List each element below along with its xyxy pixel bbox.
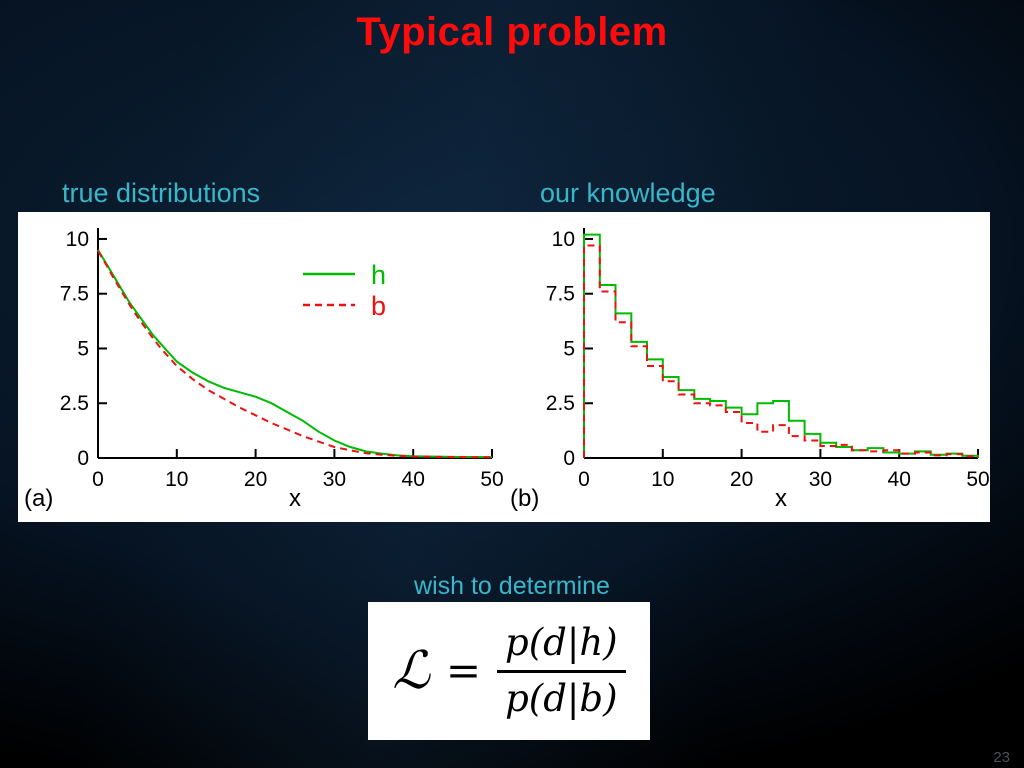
formula-denominator: p(d|b) xyxy=(505,676,618,720)
formula-fraction: p(d|h) p(d|b) xyxy=(497,621,626,720)
plot-a-true-distributions: 0 10 20 30 40 50 0 2.5 5 7.5 10 hb x (a) xyxy=(24,228,504,512)
svg-text:30: 30 xyxy=(809,468,832,491)
page-number: 23 xyxy=(993,749,1010,766)
label-true-distributions: true distributions xyxy=(62,178,261,208)
svg-text:10: 10 xyxy=(66,228,89,251)
svg-text:10: 10 xyxy=(165,468,188,491)
svg-text:h: h xyxy=(371,260,386,290)
svg-text:0: 0 xyxy=(77,447,89,470)
svg-text:30: 30 xyxy=(323,468,346,491)
formula-lhs: ℒ xyxy=(392,641,430,701)
svg-text:x: x xyxy=(289,485,301,512)
svg-text:0: 0 xyxy=(563,447,575,470)
svg-text:50: 50 xyxy=(480,468,503,491)
label-our-knowledge: our knowledge xyxy=(540,178,716,208)
svg-text:7.5: 7.5 xyxy=(546,283,575,306)
plots-panel: 0 10 20 30 40 50 0 2.5 5 7.5 10 h b x (a) 0 10 20 30 40 50 0… xyxy=(18,212,990,522)
plot-b-histograms: 0 10 20 30 40 50 0 2.5 5 7.5 10 x (b) xyxy=(510,228,990,512)
svg-text:0: 0 xyxy=(92,468,104,491)
wish-to-determine-text: wish to determine xyxy=(414,572,610,600)
svg-text:(b): (b) xyxy=(510,485,539,512)
svg-text:10: 10 xyxy=(651,468,674,491)
svg-text:7.5: 7.5 xyxy=(60,283,89,306)
svg-text:(a): (a) xyxy=(24,485,53,512)
formula-equals: = xyxy=(445,646,482,695)
likelihood-formula: ℒ = p(d|h) p(d|b) xyxy=(368,602,650,740)
svg-text:0: 0 xyxy=(578,468,590,491)
svg-text:40: 40 xyxy=(402,468,425,491)
svg-text:5: 5 xyxy=(563,337,575,360)
formula-numerator: p(d|h) xyxy=(497,621,626,673)
svg-text:x: x xyxy=(775,485,787,512)
svg-text:5: 5 xyxy=(77,337,89,360)
slide-title: Typical problem xyxy=(356,10,668,54)
svg-text:20: 20 xyxy=(730,468,753,491)
svg-text:50: 50 xyxy=(966,468,989,491)
svg-text:2.5: 2.5 xyxy=(546,392,575,415)
svg-text:10: 10 xyxy=(552,228,575,251)
svg-text:b: b xyxy=(371,291,386,321)
svg-text:20: 20 xyxy=(244,468,267,491)
svg-text:40: 40 xyxy=(888,468,911,491)
svg-text:2.5: 2.5 xyxy=(60,392,89,415)
